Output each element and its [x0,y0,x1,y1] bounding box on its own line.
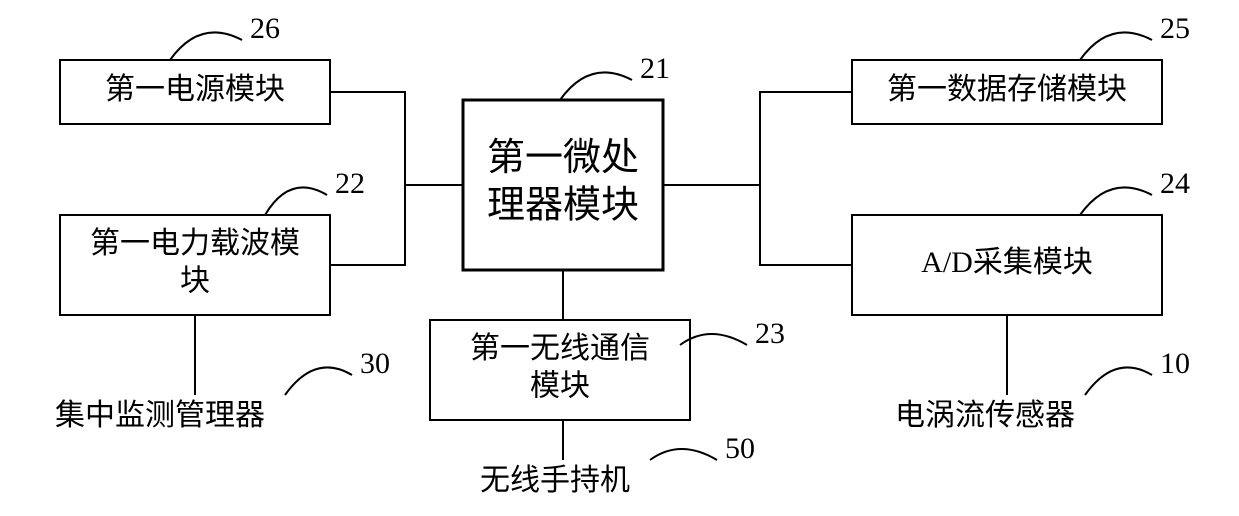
block-label-b22-line0: 第一电力载波模 [90,227,300,260]
block-label-b23-line1: 模块 [530,370,590,403]
block-b23: 第一无线通信模块 [430,320,690,420]
block-b21: 第一微处理器模块 [463,100,663,270]
callout-number-c24: 24 [1160,167,1190,200]
wire-b24-b21 [663,185,852,265]
callout-number-c30: 30 [360,347,390,380]
block-label-b24-line0: A/D采集模块 [921,246,1093,279]
block-label-b26-line0: 第一电源模块 [105,73,285,106]
free-label-l50: 无线手持机 [480,464,630,497]
wire-b25-b21 [663,92,852,185]
block-b22: 第一电力载波模块 [60,215,330,315]
callout-number-c50: 50 [725,432,755,465]
block-diagram: 第一电源模块第一电力载波模块第一微处理器模块第一无线通信模块第一数据存储模块A/… [0,0,1239,516]
block-label-b23-line0: 第一无线通信 [470,332,650,365]
callout-lead-c10 [1085,367,1152,395]
callout-lead-c22 [265,187,327,215]
free-label-l10: 电涡流传感器 [895,399,1075,432]
callout-number-c10: 10 [1160,347,1190,380]
callout-lead-c30 [285,367,352,395]
callout-number-c23: 23 [755,317,785,350]
block-b26: 第一电源模块 [60,60,330,124]
callout-lead-c26 [170,32,242,60]
block-label-b21-line1: 理器模块 [487,184,639,226]
free-label-l30: 集中监测管理器 [55,399,265,432]
block-b25: 第一数据存储模块 [852,60,1162,124]
callout-lead-c50 [650,449,717,460]
callout-lead-c25 [1080,32,1152,60]
callout-number-c21: 21 [640,52,670,85]
blocks-layer: 第一电源模块第一电力载波模块第一微处理器模块第一无线通信模块第一数据存储模块A/… [60,60,1162,420]
callout-lead-c24 [1080,187,1152,215]
block-b24: A/D采集模块 [852,215,1162,315]
callout-lead-c21 [560,72,632,100]
callout-number-c22: 22 [335,167,365,200]
block-label-b21-line0: 第一微处 [487,137,639,179]
block-label-b25-line0: 第一数据存储模块 [887,73,1127,106]
callout-number-c25: 25 [1160,12,1190,45]
callout-number-c26: 26 [250,12,280,45]
block-label-b22-line1: 块 [180,265,210,298]
